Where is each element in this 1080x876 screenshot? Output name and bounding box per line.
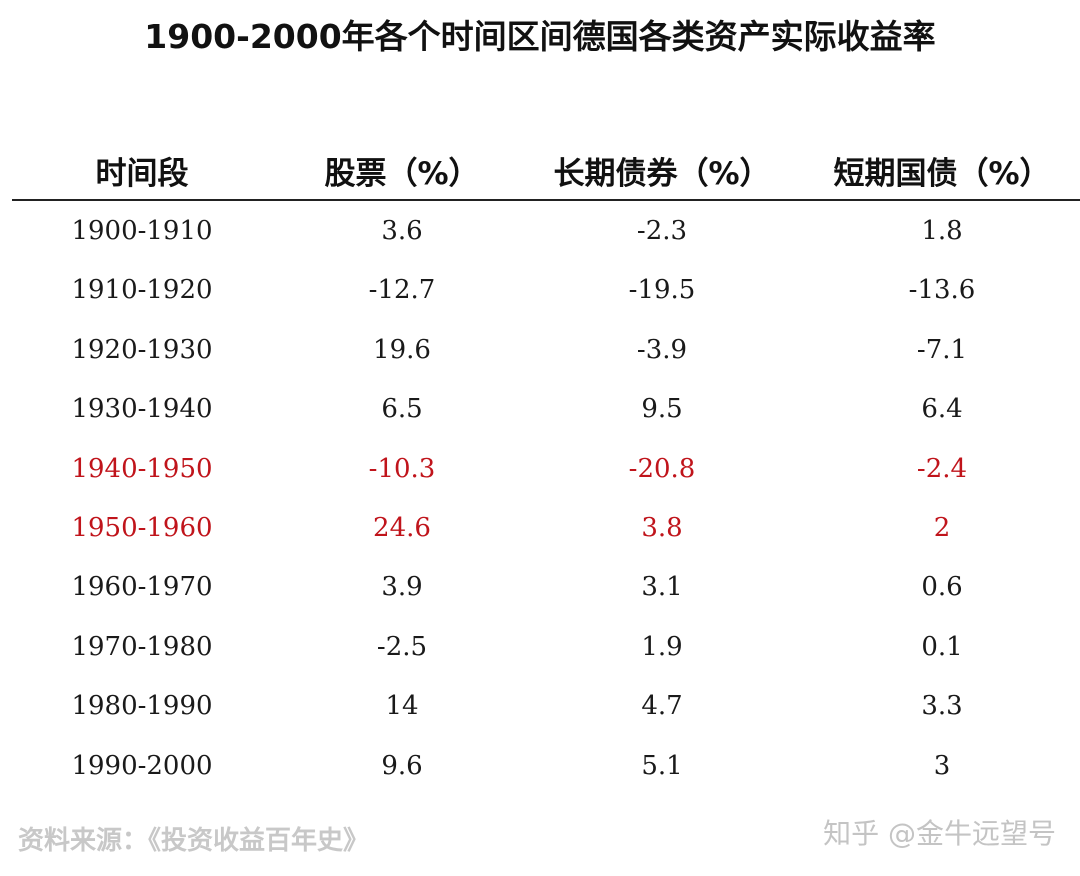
cell-short-bills: 0.6 [921, 572, 963, 603]
cell-long-bonds: -2.3 [636, 216, 688, 246]
cell-long-bonds: -19.5 [628, 275, 696, 306]
table-body: 1900-1910 3.6 -2.3 1.8 1910-1920 -12.7 -19.5 -1… [12, 201, 1080, 795]
cell-short-bills: 2 [933, 512, 951, 543]
table-row: 1910-1920 -12.7 -19.5 -13.6 [12, 260, 1080, 319]
cell-short-bills: -2.4 [916, 453, 968, 484]
cell-short-bills: -7.1 [916, 334, 968, 365]
cell-stocks: 9.6 [381, 750, 423, 781]
cell-stocks: 6.5 [381, 394, 423, 425]
cell-stocks: -10.3 [368, 453, 436, 484]
cell-long-bonds: 9.5 [641, 394, 683, 425]
cell-stocks: 19.6 [373, 334, 431, 365]
cell-short-bills: 3.3 [921, 691, 963, 722]
cell-period: 1970-1980 [71, 631, 213, 662]
cell-period: 1950-1960 [71, 512, 213, 543]
header-long-bonds: 长期债券（%） [553, 156, 771, 192]
cell-long-bonds: -20.8 [628, 453, 696, 484]
header-period: 时间段 [95, 156, 189, 192]
watermark: 知乎 @金牛远望号 [823, 812, 1056, 852]
cell-period: 1920-1930 [71, 334, 213, 365]
table-row: 1990-2000 9.6 5.1 3 [12, 736, 1080, 795]
cell-long-bonds: 3.1 [641, 572, 683, 603]
cell-period: 1930-1940 [71, 394, 213, 425]
source-note: 资料来源：《投资收益百年史》 [18, 826, 370, 856]
cell-long-bonds: 3.8 [641, 512, 683, 543]
cell-long-bonds: 1.9 [641, 631, 683, 662]
cell-long-bonds: 4.7 [641, 691, 683, 722]
header-stocks: 股票（%） [324, 156, 480, 192]
table-row: 1940-1950 -10.3 -20.8 -2.4 [12, 439, 1080, 498]
cell-short-bills: 0.1 [921, 631, 963, 662]
cell-period: 1980-1990 [71, 691, 213, 722]
table-header: 时间段 股票（%） 长期债券（%） 短期国债（%） [12, 140, 1080, 201]
cell-short-bills: 3 [933, 750, 951, 781]
cell-short-bills: -13.6 [908, 275, 976, 306]
cell-short-bills: 6.4 [921, 394, 963, 425]
cell-short-bills: 1.8 [921, 216, 963, 246]
cell-stocks: -2.5 [376, 631, 428, 662]
cell-period: 1990-2000 [71, 750, 213, 781]
table-row: 1920-1930 19.6 -3.9 -7.1 [12, 320, 1080, 379]
table-row: 1930-1940 6.5 9.5 6.4 [12, 379, 1080, 438]
table-row: 1960-1970 3.9 3.1 0.6 [12, 557, 1080, 616]
cell-stocks: 3.9 [381, 572, 423, 603]
cell-period: 1940-1950 [71, 453, 213, 484]
cell-stocks: 14 [385, 691, 419, 722]
returns-table: 时间段 股票（%） 长期债券（%） 短期国债（%） 1900-1910 3.6 -2… [12, 140, 1080, 795]
cell-period: 1910-1920 [71, 275, 213, 306]
table-row: 1900-1910 3.6 -2.3 1.8 [12, 201, 1080, 260]
table-row: 1980-1990 14 4.7 3.3 [12, 676, 1080, 735]
watermark-text: 知乎 @金牛远望号 [823, 817, 1056, 850]
cell-period: 1960-1970 [71, 572, 213, 603]
cell-stocks: 24.6 [373, 512, 431, 543]
cell-period: 1900-1910 [71, 216, 213, 246]
cell-stocks: 3.6 [381, 216, 423, 246]
cell-long-bonds: 5.1 [641, 750, 683, 781]
cell-stocks: -12.7 [368, 275, 436, 306]
table-row: 1950-1960 24.6 3.8 2 [12, 498, 1080, 557]
page-title: 1900-2000年各个时间区间德国各类资产实际收益率 [144, 17, 936, 56]
cell-long-bonds: -3.9 [636, 334, 688, 365]
header-short-bills: 短期国债（%） [833, 156, 1051, 192]
table-row: 1970-1980 -2.5 1.9 0.1 [12, 617, 1080, 676]
